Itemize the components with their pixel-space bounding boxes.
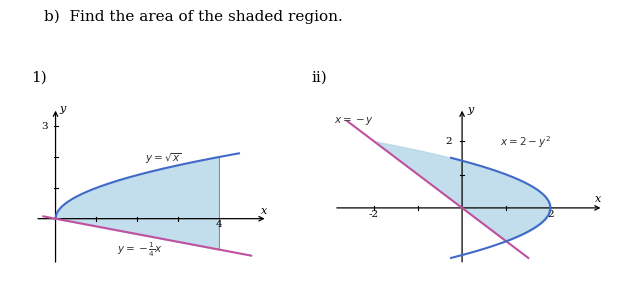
- Text: $y=-\frac{1}{4}x$: $y=-\frac{1}{4}x$: [117, 240, 163, 259]
- Text: $x=-y$: $x=-y$: [334, 115, 374, 127]
- Text: 2: 2: [547, 210, 554, 219]
- Text: 4: 4: [215, 220, 222, 229]
- Text: 2: 2: [445, 137, 452, 146]
- Text: $y=\sqrt{x}$: $y=\sqrt{x}$: [145, 151, 182, 166]
- Text: b)  Find the area of the shaded region.: b) Find the area of the shaded region.: [44, 9, 342, 24]
- Text: x: x: [595, 194, 601, 204]
- Text: y: y: [60, 104, 66, 114]
- Text: ii): ii): [311, 71, 327, 85]
- Text: 3: 3: [41, 122, 47, 131]
- Text: $x=2-y^2$: $x=2-y^2$: [499, 134, 550, 150]
- Text: -2: -2: [369, 210, 379, 219]
- Text: y: y: [467, 105, 473, 115]
- Text: 1): 1): [31, 71, 47, 85]
- Text: x: x: [261, 206, 267, 216]
